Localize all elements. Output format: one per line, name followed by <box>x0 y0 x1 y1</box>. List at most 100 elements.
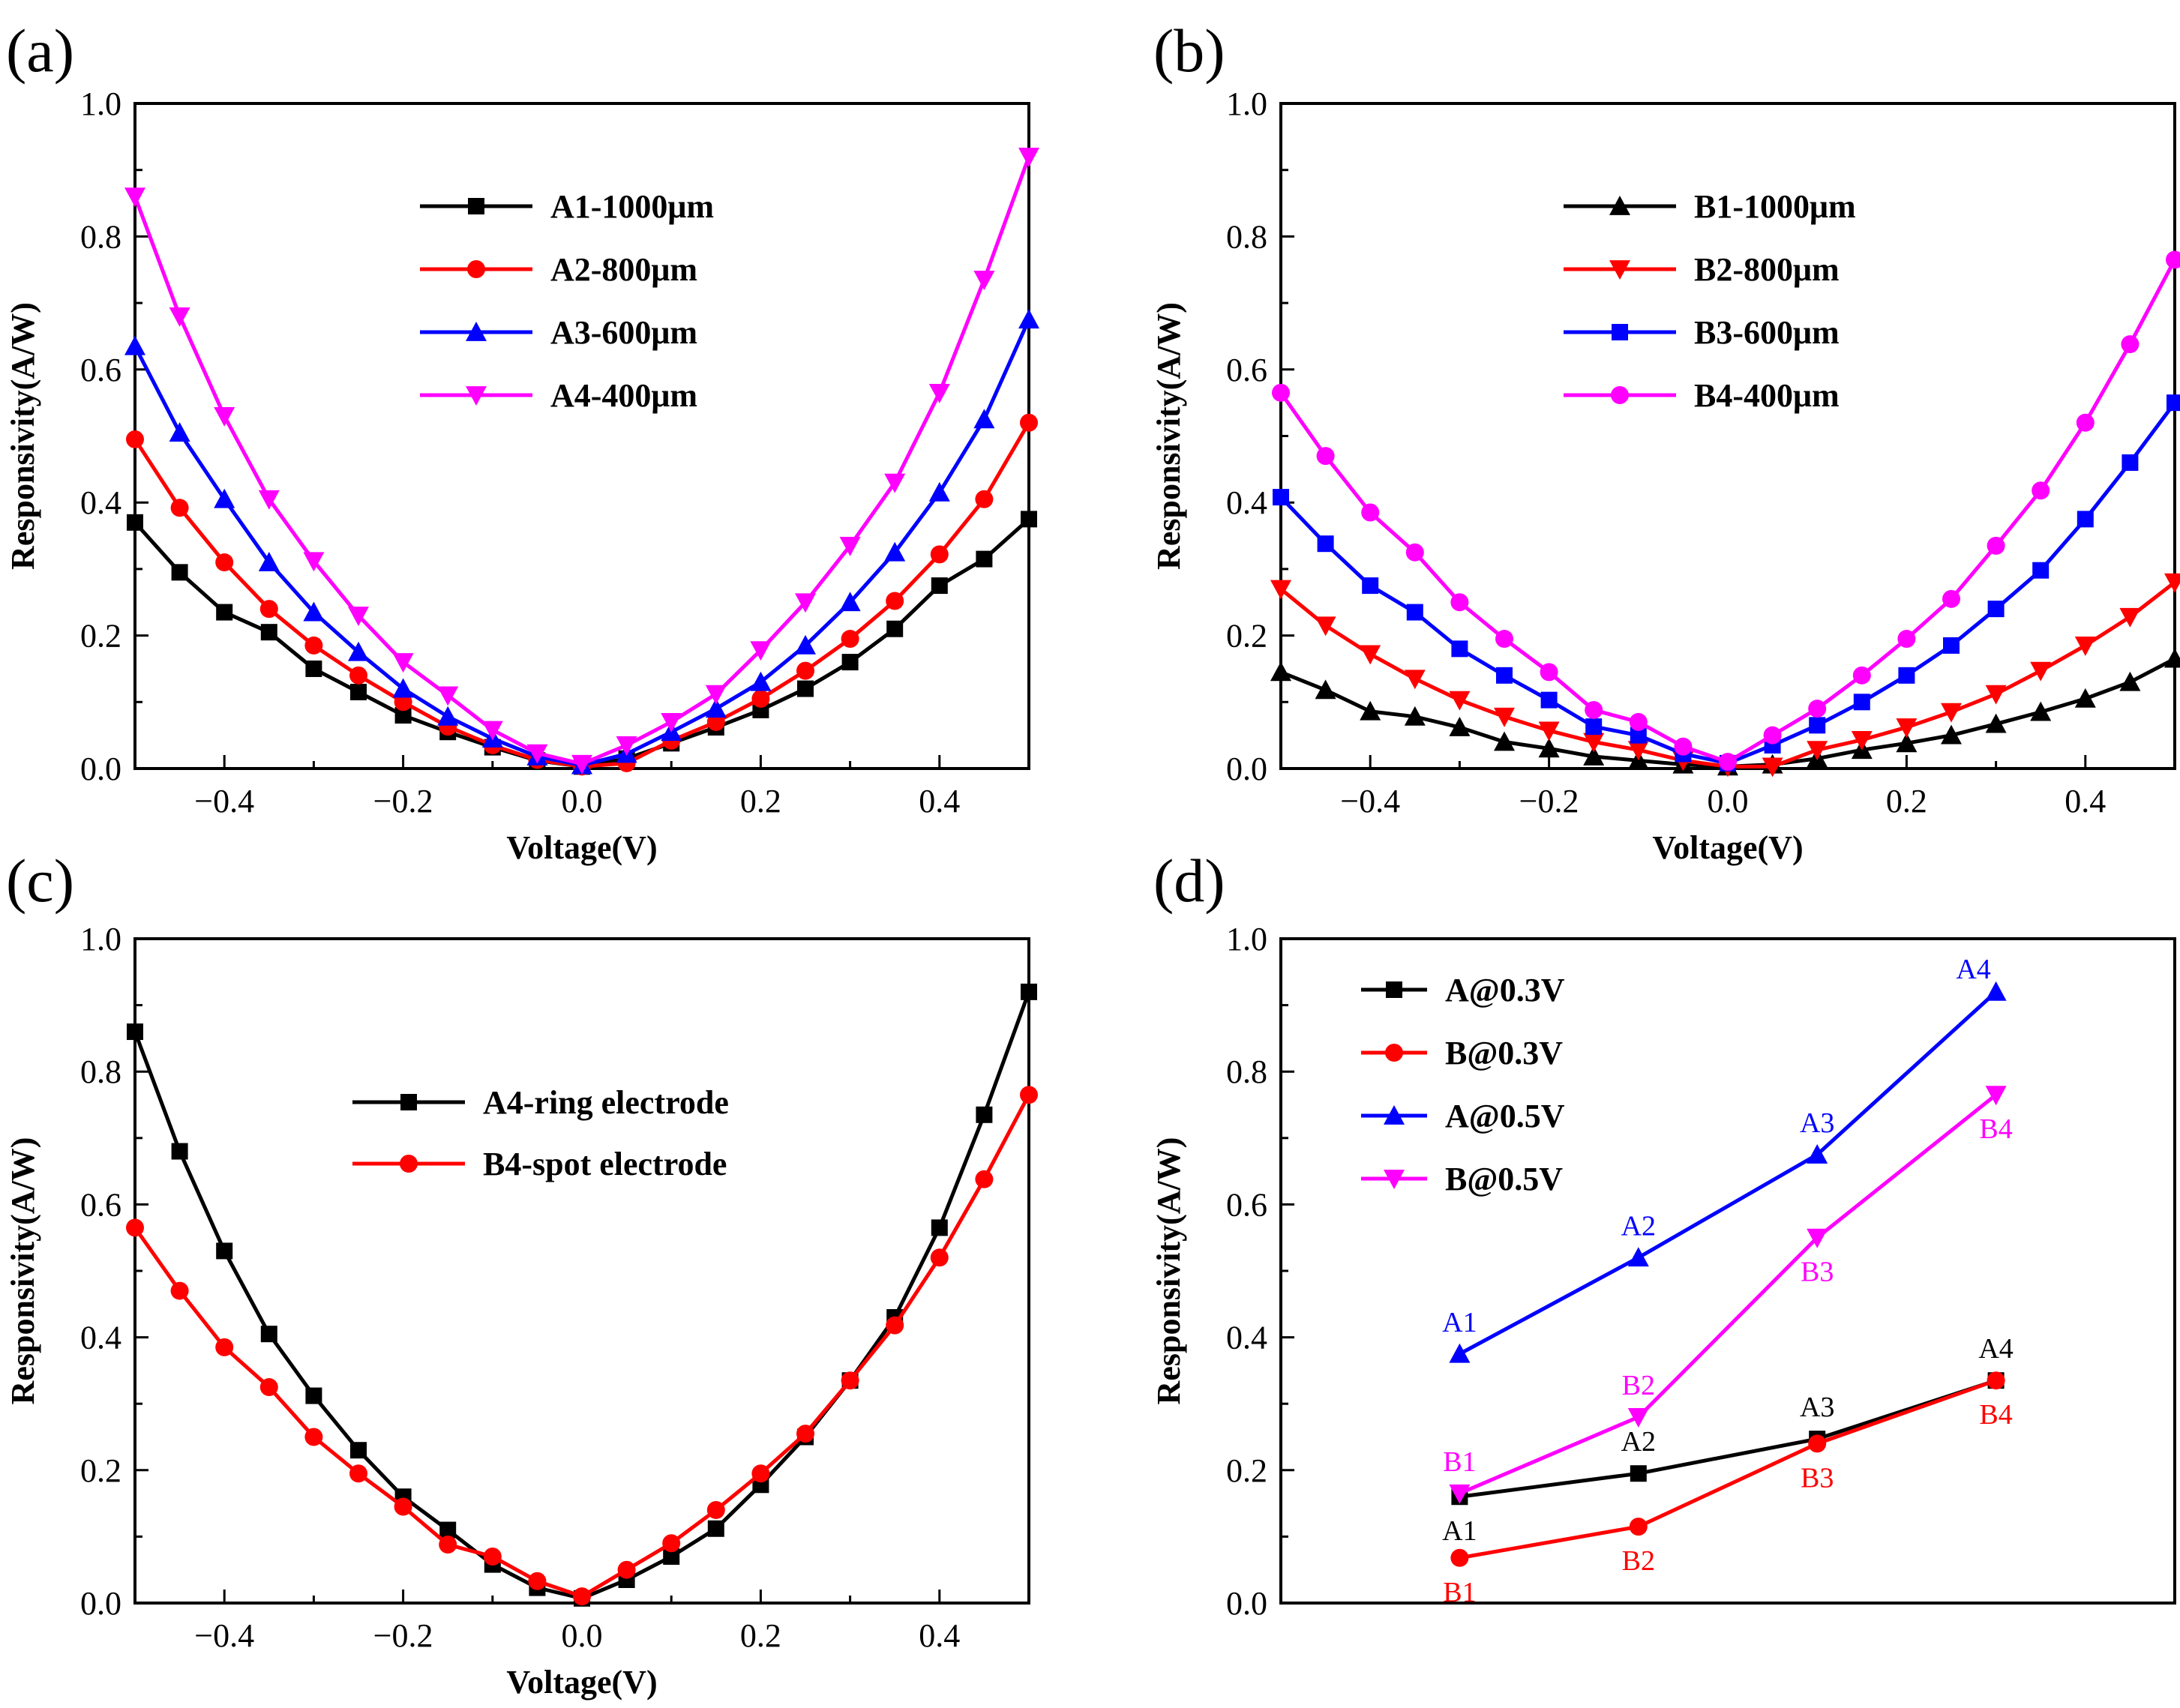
point-annotation: B1 <box>1443 1446 1476 1478</box>
data-point <box>1674 737 1693 756</box>
legend-label-name: B3 <box>1694 314 1732 351</box>
legend-label: A3-600μm <box>550 314 697 351</box>
data-point <box>169 307 190 327</box>
series-2: A1 A2 A3 A4 <box>1442 954 2007 1363</box>
y-tick-label: 0.0 <box>1226 1585 1267 1622</box>
y-tick-label: 0.4 <box>80 484 121 521</box>
data-point <box>1853 694 1870 711</box>
y-tick-label: 0.0 <box>1226 751 1267 787</box>
y-tick-label: 0.6 <box>80 352 121 388</box>
data-point <box>2076 413 2095 432</box>
data-point <box>1360 700 1381 721</box>
legend-marker <box>468 198 484 214</box>
data-point <box>169 422 190 442</box>
panel-label: (b) <box>1153 16 1225 85</box>
data-point <box>260 624 277 641</box>
data-point <box>2164 573 2180 593</box>
data-point <box>796 1425 814 1443</box>
x-tick-label: −0.4 <box>194 783 254 820</box>
panel-2: (c) 0.0 0.2 0.4 0.6 0.8 1.0 −0.4 −0.2 0.0 0.2 0.4 Vo… <box>4 847 1038 1701</box>
point-annotation: A1 <box>1442 1515 1477 1547</box>
data-point <box>1898 667 1915 684</box>
legend-label: A@0.3V <box>1445 972 1565 1008</box>
point-annotation: B2 <box>1622 1370 1655 1401</box>
data-point <box>1851 730 1873 751</box>
data-point <box>1987 1371 2005 1390</box>
data-point <box>214 406 235 427</box>
point-annotation: A2 <box>1621 1426 1656 1458</box>
data-point <box>707 1520 724 1537</box>
data-point <box>126 1218 144 1237</box>
legend-label-suffix: -800μm <box>591 251 697 288</box>
data-point <box>124 335 145 355</box>
y-tick-label: 1.0 <box>80 85 121 122</box>
legend-marker <box>1612 324 1628 340</box>
legend-marker <box>400 1094 417 1110</box>
data-point <box>1987 536 2005 555</box>
x-tick-label: 0.4 <box>919 1617 960 1654</box>
data-point <box>1360 645 1381 665</box>
data-point <box>662 1534 681 1553</box>
data-point <box>1361 503 1380 522</box>
y-axis-title: Responsivity(A/W) <box>4 1137 41 1405</box>
data-point <box>1451 640 1468 658</box>
data-point <box>348 641 369 661</box>
data-point <box>437 706 459 726</box>
y-tick-label: 0.8 <box>1226 1053 1267 1090</box>
y-tick-label: 0.0 <box>80 751 121 787</box>
legend-label: B1-1000μm <box>1694 188 1856 225</box>
legend-marker <box>1611 386 1629 404</box>
data-point <box>259 600 278 619</box>
data-point <box>841 654 859 671</box>
data-point <box>1629 712 1648 731</box>
data-point <box>1020 1086 1038 1104</box>
data-point <box>303 601 325 622</box>
data-point <box>260 1326 277 1343</box>
x-axis-title: Voltage(V) <box>506 829 657 866</box>
y-axis-title: Responsivity(A/W) <box>4 302 41 570</box>
data-point <box>1583 733 1605 753</box>
data-point <box>705 698 727 718</box>
legend: A4-ring electrode B4-spot electrode <box>352 1084 729 1182</box>
data-point <box>617 1560 636 1579</box>
x-tick-label: −0.2 <box>373 1617 433 1654</box>
point-annotation: B4 <box>1979 1113 2012 1145</box>
legend-label-name: A2 <box>550 251 591 288</box>
data-point <box>171 564 188 581</box>
data-point <box>931 1219 948 1236</box>
data-point <box>1538 738 1560 758</box>
legend-marker <box>1609 196 1630 215</box>
data-point <box>481 721 503 741</box>
data-point <box>1627 1408 1649 1428</box>
data-point <box>1941 703 1962 723</box>
data-point <box>1762 757 1783 778</box>
data-point <box>928 383 950 403</box>
data-point <box>349 666 367 685</box>
x-tick-label: 0.0 <box>562 783 603 820</box>
x-tick-label: 0.2 <box>740 783 781 820</box>
legend-label-name: B@0.5V <box>1445 1161 1563 1197</box>
data-point <box>1896 718 1918 739</box>
legend-label-suffix: -1000μm <box>1732 188 1855 225</box>
legend-label: A4-ring electrode <box>483 1084 729 1121</box>
data-point <box>439 1521 457 1539</box>
data-point <box>1449 717 1471 736</box>
data-point <box>303 552 325 572</box>
series-line <box>1459 990 1998 1356</box>
data-point <box>1404 706 1426 726</box>
legend-marker <box>1386 981 1402 998</box>
point-annotation: A1 <box>1442 1307 1477 1338</box>
series-3: B1 B2 B3 B4 <box>1443 1086 2013 1504</box>
y-tick-label: 1.0 <box>80 921 121 957</box>
x-tick-label: −0.4 <box>1340 783 1400 820</box>
legend-marker <box>400 1155 418 1173</box>
data-point <box>258 490 280 510</box>
legend-label: B4-spot electrode <box>483 1146 727 1182</box>
y-tick-label: 0.2 <box>80 1452 121 1489</box>
data-point <box>616 736 637 756</box>
data-point <box>2167 394 2180 412</box>
y-tick-label: 1.0 <box>1226 921 1267 957</box>
data-point <box>1807 1228 1828 1248</box>
